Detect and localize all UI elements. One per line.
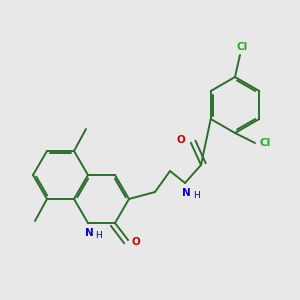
Text: N: N	[85, 228, 93, 238]
Text: O: O	[177, 135, 185, 145]
Text: O: O	[132, 237, 140, 247]
Text: H: H	[94, 230, 101, 239]
Text: H: H	[193, 191, 200, 200]
Text: N: N	[182, 188, 190, 198]
Text: Cl: Cl	[236, 42, 247, 52]
Text: Cl: Cl	[260, 138, 271, 148]
